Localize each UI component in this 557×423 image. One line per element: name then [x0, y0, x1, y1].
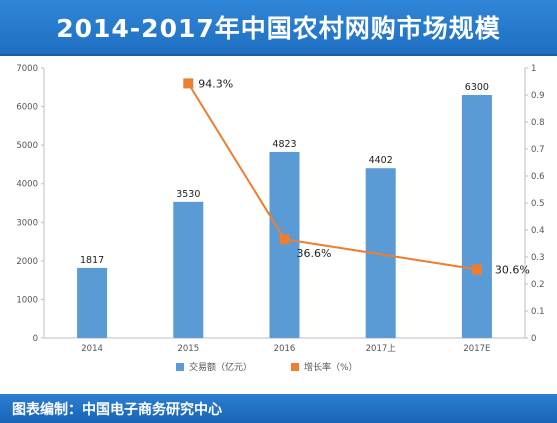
x-tick-label: 2017上 — [366, 344, 397, 354]
left-tick-label: 2000 — [16, 257, 38, 267]
right-tick-label: 0.6 — [531, 172, 545, 182]
left-tick-label: 3000 — [16, 218, 38, 228]
bar-value-label: 3530 — [176, 189, 200, 200]
x-tick-label: 2016 — [274, 344, 296, 354]
bar — [461, 95, 492, 338]
bar-value-label: 6300 — [465, 82, 489, 93]
growth-rate-label: 30.6% — [495, 263, 530, 276]
right-tick-label: 0.9 — [531, 91, 545, 101]
growth-rate-marker — [183, 78, 194, 89]
source-text: 图表编制：中国电子商务研究中心 — [12, 402, 222, 418]
growth-rate-marker — [471, 264, 482, 275]
x-tick-label: 2017E — [463, 344, 490, 354]
left-tick-label: 7000 — [16, 64, 38, 74]
growth-rate-marker — [279, 234, 290, 245]
bar — [173, 201, 204, 338]
x-tick-label: 2015 — [177, 344, 199, 354]
chart-title: 2014-2017年中国农村网购市场规模 — [56, 14, 501, 43]
left-tick-label: 5000 — [16, 141, 38, 151]
right-tick-label: 0.3 — [531, 253, 545, 263]
right-tick-label: 0.4 — [531, 226, 545, 236]
title-bar: 2014-2017年中国农村网购市场规模 — [0, 0, 557, 56]
chart-svg: 0 1000 2000 3000 4000 5000 6000 7000 0 0.1 0.2 0.3 0… — [16, 64, 545, 373]
legend-label-line: 增长率（%） — [304, 361, 358, 373]
right-tick-label: 0 — [531, 334, 536, 344]
legend-swatch-line — [291, 363, 299, 371]
right-tick-label: 1 — [531, 64, 536, 74]
bar-value-label: 1817 — [80, 255, 104, 266]
growth-rate-line — [187, 82, 478, 271]
left-tick-label: 6000 — [16, 103, 38, 113]
left-tick-label: 4000 — [16, 180, 38, 190]
right-tick-label: 0.1 — [531, 307, 545, 317]
growth-rate-label: 36.6% — [297, 247, 332, 260]
x-tick-label: 2014 — [81, 344, 103, 354]
bar — [269, 151, 300, 338]
bar-value-label: 4402 — [369, 155, 393, 166]
bar — [77, 267, 108, 338]
left-tick-label: 1000 — [16, 295, 38, 305]
source-bar: 图表编制：中国电子商务研究中心 — [0, 394, 557, 423]
right-tick-label: 0.8 — [531, 118, 545, 128]
growth-rate-label: 94.3% — [198, 77, 233, 90]
left-tick-label: 0 — [33, 334, 38, 344]
bar-value-label: 4823 — [272, 139, 296, 150]
legend-swatch-bar — [176, 363, 184, 371]
legend-label-bar: 交易额（亿元） — [189, 361, 252, 373]
right-tick-label: 0.5 — [531, 199, 545, 209]
right-tick-label: 0.7 — [531, 145, 545, 155]
right-tick-label: 0.2 — [531, 280, 545, 290]
